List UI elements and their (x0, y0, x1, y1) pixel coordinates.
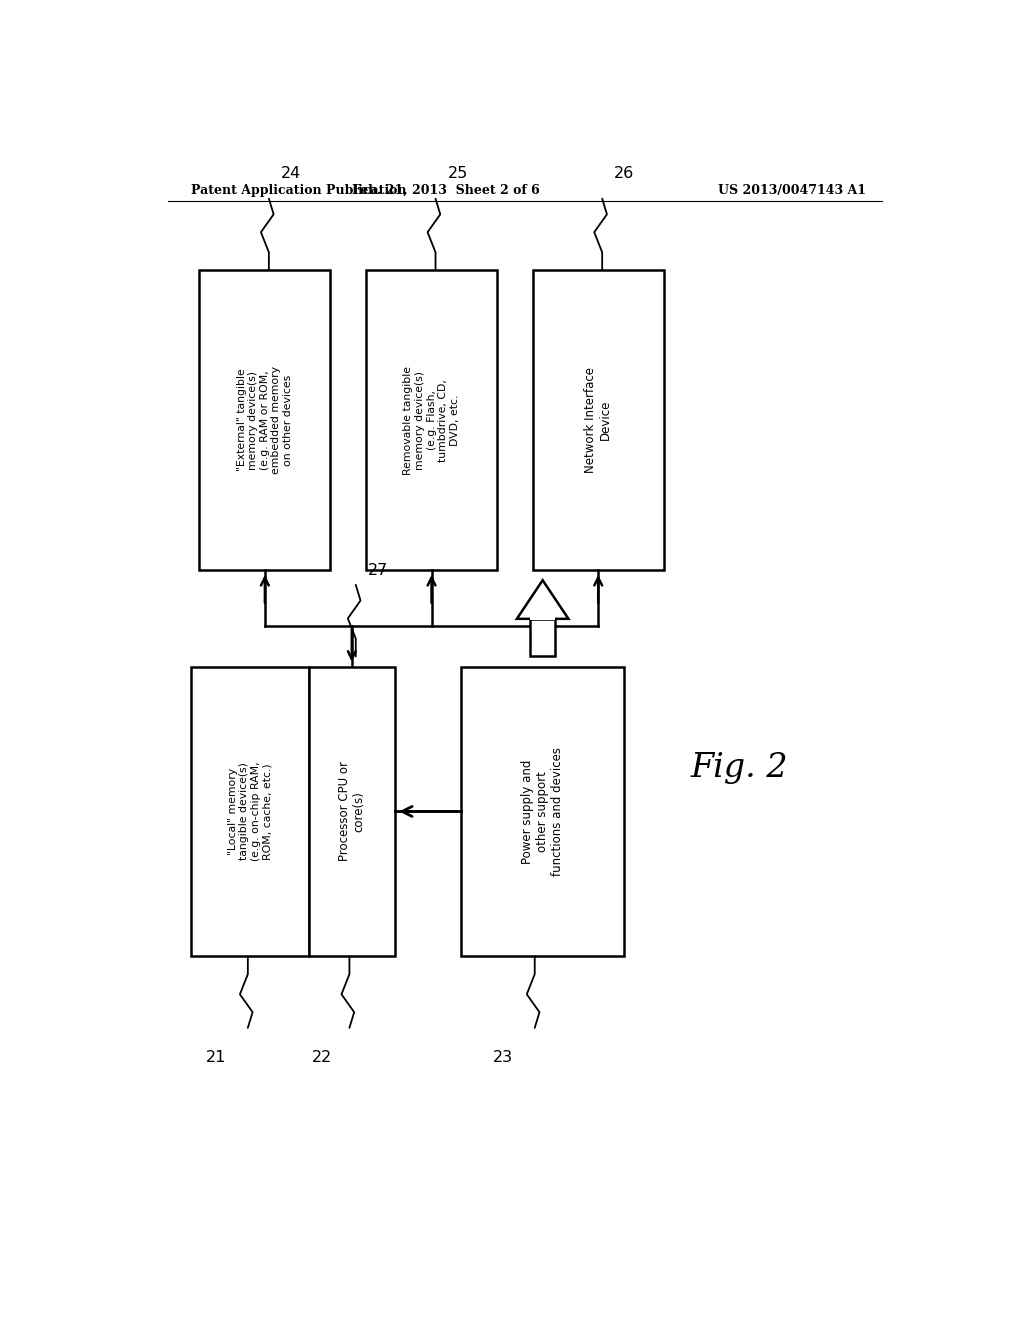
Text: Removable tangible
memory device(s)
(e.g. Flash,
tumbdrive, CD,
DVD, etc.: Removable tangible memory device(s) (e.g… (403, 366, 460, 475)
Text: 25: 25 (447, 166, 468, 181)
Text: Fig. 2: Fig. 2 (690, 752, 787, 784)
Bar (532, 271, 664, 570)
Text: 27: 27 (368, 562, 388, 578)
Text: 21: 21 (206, 1051, 226, 1065)
Text: 26: 26 (614, 166, 634, 181)
Text: 23: 23 (493, 1051, 513, 1065)
Text: Processor CPU or
core(s): Processor CPU or core(s) (338, 762, 366, 862)
Polygon shape (517, 581, 568, 619)
Bar (530, 619, 555, 656)
Text: 24: 24 (281, 166, 301, 181)
Text: 22: 22 (311, 1051, 332, 1065)
Text: Feb. 21, 2013  Sheet 2 of 6: Feb. 21, 2013 Sheet 2 of 6 (351, 183, 540, 197)
Bar (461, 667, 624, 956)
Text: Power supply and
other support
functions and devices: Power supply and other support functions… (521, 747, 564, 876)
Text: Patent Application Publication: Patent Application Publication (191, 183, 407, 197)
Bar (200, 271, 331, 570)
Bar (367, 271, 497, 570)
Text: "Local" memory
tangible device(s)
(e.g. on-chip RAM,
ROM, cache, etc.): "Local" memory tangible device(s) (e.g. … (227, 762, 272, 861)
Bar (191, 667, 309, 956)
Bar (309, 667, 394, 956)
Bar (530, 615, 555, 620)
Text: "External" tangible
memory device(s)
(e.g. RAM or ROM,
embedded memory
on other : "External" tangible memory device(s) (e.… (237, 366, 293, 474)
Text: US 2013/0047143 A1: US 2013/0047143 A1 (718, 183, 866, 197)
Text: Network Interface
Device: Network Interface Device (585, 367, 612, 473)
